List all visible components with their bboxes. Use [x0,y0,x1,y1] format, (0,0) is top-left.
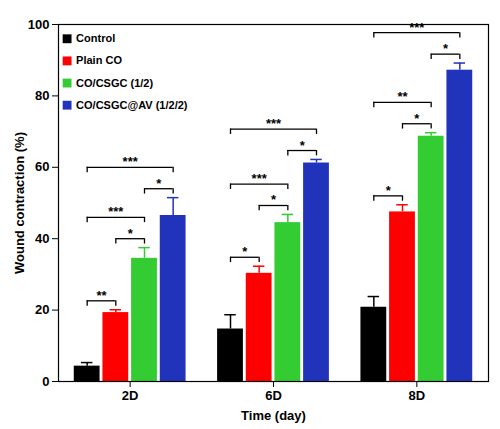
svg-text:*: * [386,183,392,198]
svg-text:**: ** [96,288,107,303]
svg-text:60: 60 [35,159,49,174]
svg-text:***: *** [266,116,282,131]
svg-text:*: * [242,244,248,259]
svg-text:0: 0 [42,374,49,389]
svg-text:***: *** [252,171,268,186]
svg-text:*: * [443,41,449,56]
svg-text:8D: 8D [409,388,426,403]
svg-text:***: *** [108,204,124,219]
svg-text:Wound contraction (%): Wound contraction (%) [12,132,27,274]
svg-text:Plain CO: Plain CO [76,54,122,66]
svg-text:***: *** [123,154,139,169]
svg-text:20: 20 [35,302,49,317]
svg-text:Control: Control [76,32,115,44]
svg-text:*: * [300,138,306,153]
svg-text:*: * [414,111,420,126]
svg-text:*: * [271,192,277,207]
svg-text:Time (day): Time (day) [241,408,306,423]
svg-text:40: 40 [35,231,49,246]
svg-text:2D: 2D [122,388,139,403]
svg-text:*: * [156,176,162,191]
svg-text:CO/CSGC (1/2): CO/CSGC (1/2) [76,77,153,89]
svg-text:CO/CSGC@AV (1/2/2): CO/CSGC@AV (1/2/2) [76,99,188,111]
svg-text:80: 80 [35,88,49,103]
svg-text:*: * [128,226,134,241]
svg-text:**: ** [397,89,408,104]
svg-text:6D: 6D [265,388,282,403]
svg-text:***: *** [409,20,425,35]
svg-text:100: 100 [28,17,50,32]
